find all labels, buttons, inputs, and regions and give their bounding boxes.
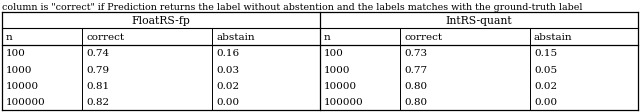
- Text: 100: 100: [6, 49, 26, 58]
- Text: 1000: 1000: [324, 65, 351, 74]
- Text: 100000: 100000: [6, 97, 45, 106]
- Text: FloatRS-fp: FloatRS-fp: [132, 16, 191, 26]
- Text: 10000: 10000: [6, 81, 39, 90]
- Text: abstain: abstain: [216, 33, 255, 42]
- Text: 0.15: 0.15: [534, 49, 557, 58]
- Text: n: n: [324, 33, 331, 42]
- Text: 0.02: 0.02: [216, 81, 239, 90]
- Text: 0.80: 0.80: [404, 81, 427, 90]
- Text: 0.73: 0.73: [404, 49, 427, 58]
- Text: 0.77: 0.77: [404, 65, 427, 74]
- Text: correct: correct: [404, 33, 442, 42]
- Text: 0.05: 0.05: [534, 65, 557, 74]
- Text: abstain: abstain: [534, 33, 573, 42]
- Text: 0.16: 0.16: [216, 49, 239, 58]
- Text: 0.00: 0.00: [534, 97, 557, 106]
- Text: 0.81: 0.81: [86, 81, 109, 90]
- Text: 1000: 1000: [6, 65, 33, 74]
- Text: 0.74: 0.74: [86, 49, 109, 58]
- Text: 0.00: 0.00: [216, 97, 239, 106]
- Text: column is "correct" if Prediction returns the label without abstention and the l: column is "correct" if Prediction return…: [2, 3, 582, 12]
- Text: 100000: 100000: [324, 97, 364, 106]
- Text: 0.79: 0.79: [86, 65, 109, 74]
- Text: 0.02: 0.02: [534, 81, 557, 90]
- Text: 0.82: 0.82: [86, 97, 109, 106]
- Text: 0.03: 0.03: [216, 65, 239, 74]
- Text: n: n: [6, 33, 13, 42]
- Text: IntRS-quant: IntRS-quant: [445, 16, 512, 26]
- Text: 0.80: 0.80: [404, 97, 427, 106]
- Text: 10000: 10000: [324, 81, 357, 90]
- Text: correct: correct: [86, 33, 124, 42]
- Text: 100: 100: [324, 49, 344, 58]
